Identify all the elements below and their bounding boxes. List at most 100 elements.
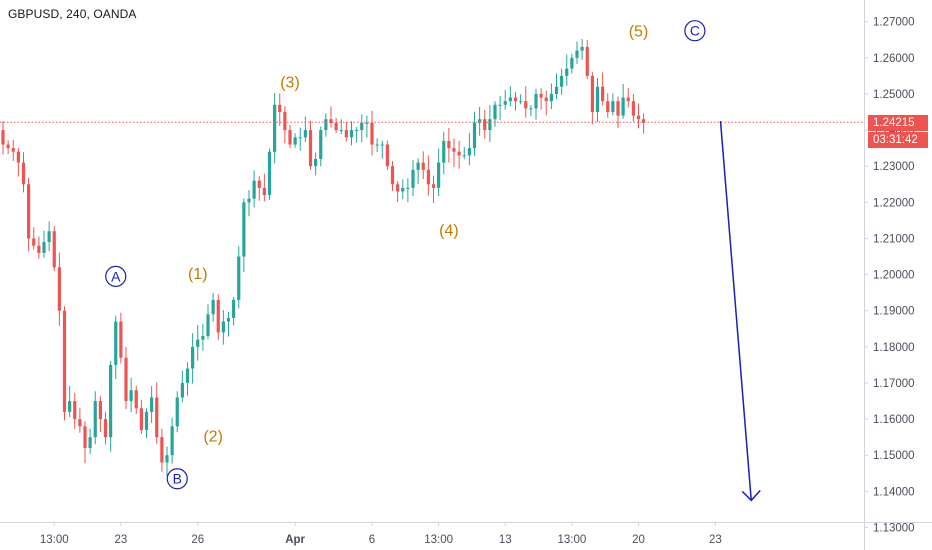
candle-body [560,75,564,87]
candle-body [329,119,333,123]
candle-body [139,408,143,430]
x-tick-label: 13 [499,534,512,546]
wave-label-circle [105,265,127,287]
candle-body [237,256,241,300]
candle-body [144,411,149,430]
wave-label-4: (4) [439,222,459,239]
candle-body [324,119,328,131]
candle-body [590,75,594,113]
candle-body [62,310,67,412]
candle-body [488,119,492,131]
candle-body [232,299,236,318]
candle-body [421,162,425,170]
candle-body [314,158,318,167]
candle-body [360,122,364,131]
candle-body [68,401,72,412]
candle-body [375,144,379,146]
wave-label-B: B [173,471,182,487]
candle-body [380,144,384,146]
candle-body [575,50,579,58]
candle-body [242,202,246,257]
candle-body [73,401,77,420]
candle-body [534,93,538,109]
candle-body [462,155,466,157]
x-tick-label: 23 [709,534,722,546]
candle-body [52,231,56,268]
candle-body [549,93,553,102]
candle-body [211,299,215,315]
candle-body [498,104,502,106]
candle-body [570,57,574,69]
y-tick-label: 1.21000 [873,233,915,245]
y-tick-label: 1.13000 [873,523,915,535]
wave-label-1: (1) [188,266,208,283]
candle-body [303,130,307,138]
candle-body [396,184,400,192]
candle-body [483,119,487,131]
y-tick-label: 1.26000 [873,53,915,65]
candle-body [47,231,51,243]
candle-body [467,148,471,156]
candle-body [401,187,405,192]
wave-label-circle [684,20,706,42]
candle-body [478,119,482,123]
candle-body [98,401,102,420]
candle-body [109,364,113,438]
candle-body [134,390,138,409]
y-tick-label: 1.18000 [873,342,915,354]
candle-body [601,86,605,102]
annotations-layer: A B C (1) (2) (3) (4) (5) [0,20,864,502]
candle-body [339,130,343,132]
candle-body [262,187,266,196]
y-tick-label: 1.25000 [873,89,915,101]
x-tick-label: 6 [369,534,375,546]
candle-body [32,238,36,246]
wave-label-2: (2) [203,428,223,445]
forecast-arrow [719,120,752,501]
candle-body [442,140,446,163]
candle-body [93,401,97,438]
candle-body [226,317,231,322]
bar-countdown-tag: 03:31:42 [868,132,928,149]
candle-body [370,122,374,145]
candle-body [206,314,210,337]
candle-body [529,108,533,110]
candle-body [216,299,220,333]
wave-label-3: (3) [280,74,300,91]
candle-body [78,419,82,427]
candle-body [472,122,477,149]
candle-body [344,130,348,138]
candle-body [114,321,118,365]
candle-body [544,97,548,102]
x-tick-label: 23 [114,534,127,546]
candle-body [103,419,108,438]
y-tick-label: 1.23000 [873,161,915,173]
candle-body [298,137,302,139]
candle-body [437,162,441,188]
candle-body [247,198,251,203]
candle-body [191,346,195,369]
candle-body [426,169,430,185]
candle-body [565,68,569,76]
candle-body [27,184,31,239]
candle-body [196,339,200,347]
candle-body [611,101,615,113]
candle-body [252,180,256,199]
candle-body [185,368,190,383]
candle-body [519,101,523,103]
candle-body [513,97,518,102]
candle-body [431,184,436,188]
candle-body [221,321,225,333]
candle-body [539,93,543,98]
forecast-arrowhead [741,489,761,502]
candle-body [580,46,584,51]
candle-body [416,162,420,170]
candle-body [42,242,46,253]
candle-body [129,390,133,402]
y-tick-label: 1.15000 [873,450,915,462]
x-tick-label: Apr [285,534,305,546]
candle-body [6,144,10,149]
candle-body [606,101,610,113]
candle-body [626,97,630,102]
